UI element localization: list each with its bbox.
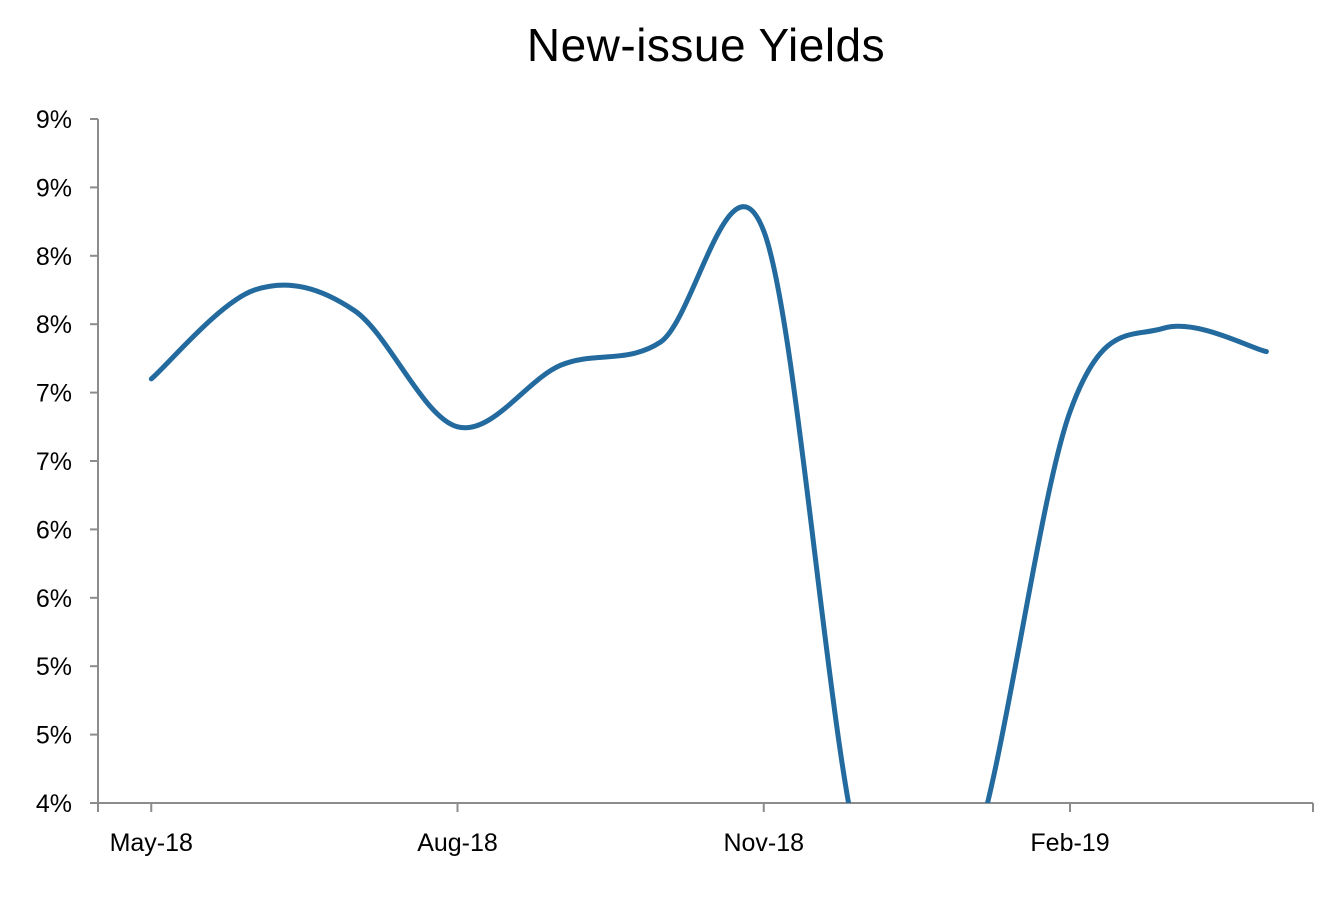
x-tick-label: Aug-18 bbox=[417, 829, 498, 857]
y-tick-label: 4% bbox=[36, 790, 72, 818]
y-tick-label: 7% bbox=[36, 380, 72, 408]
plot-area bbox=[148, 204, 1269, 803]
series-line bbox=[148, 204, 1269, 803]
y-tick-label: 8% bbox=[36, 243, 72, 271]
y-tick-label: 5% bbox=[36, 722, 72, 750]
y-tick-label: 5% bbox=[36, 653, 72, 681]
y-axis: 9% 9% 8% 8% 7% 7% 6% 6% 5% 5% 4% bbox=[36, 106, 99, 818]
x-tick-label: May-18 bbox=[110, 829, 193, 857]
x-tick-label: Nov-18 bbox=[723, 829, 804, 857]
y-tick-label: 9% bbox=[36, 174, 72, 202]
x-axis: May-18 Aug-18 Nov-18 Feb-19 bbox=[97, 802, 1314, 857]
chart-title: New-issue Yields bbox=[526, 19, 886, 71]
y-tick-label: 9% bbox=[36, 106, 72, 134]
y-tick-label: 6% bbox=[36, 516, 72, 544]
y-tick-label: 6% bbox=[36, 585, 72, 613]
y-tick-label: 8% bbox=[36, 311, 72, 339]
y-tick-label: 7% bbox=[36, 448, 72, 476]
x-tick-label: Feb-19 bbox=[1030, 829, 1109, 857]
